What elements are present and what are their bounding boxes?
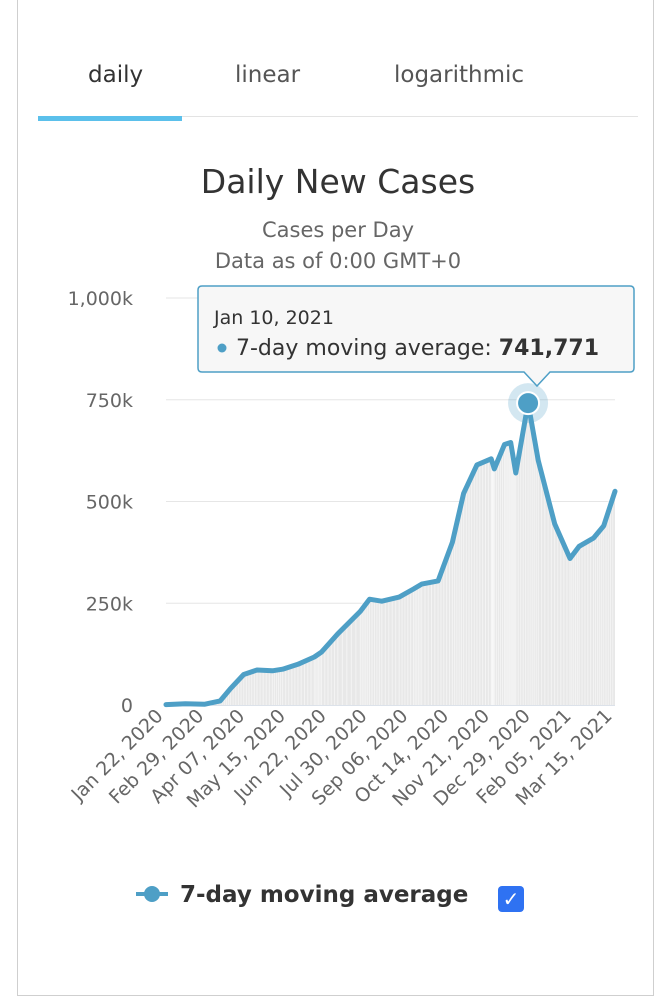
- y-tick-label: 0: [121, 695, 133, 717]
- y-tick-label: 500k: [86, 492, 133, 514]
- legend-marker: [144, 886, 160, 902]
- tooltip-series-label: 7-day moving average:: [236, 336, 499, 361]
- y-tick-label: 250k: [86, 593, 133, 615]
- tab-logarithmic[interactable]: logarithmic: [394, 62, 525, 88]
- tooltip-box: [197, 285, 635, 388]
- tab-linear[interactable]: linear: [235, 62, 301, 88]
- series-line-7-day-moving-average: [163, 400, 618, 708]
- tooltip: Jan 10, 2021 7-day moving average: 741,7…: [197, 285, 635, 388]
- tooltip-series-dot: [217, 343, 227, 353]
- tooltip-value: 741,771: [499, 336, 599, 361]
- chart-title: Daily New Cases: [201, 162, 475, 201]
- highlight-point[interactable]: [516, 391, 541, 416]
- chart-subtitle: Cases per Day: [262, 218, 414, 242]
- tab-bar: daily linear logarithmic: [38, 52, 638, 121]
- y-tick-label: 750k: [86, 390, 133, 412]
- legend-item[interactable]: 7-day moving average: [136, 882, 468, 908]
- chart-subtitle-date: Data as of 0:00 GMT+0: [215, 249, 461, 273]
- tooltip-line: 7-day moving average: 741,771: [236, 336, 599, 361]
- active-tab-indicator: [38, 116, 182, 121]
- legend-label[interactable]: 7-day moving average: [180, 882, 468, 908]
- tooltip-date: Jan 10, 2021: [213, 307, 334, 329]
- legend-checkbox[interactable]: ✓: [498, 886, 524, 912]
- y-tick-label: 1,000k: [68, 288, 133, 310]
- tab-daily[interactable]: daily: [88, 62, 144, 88]
